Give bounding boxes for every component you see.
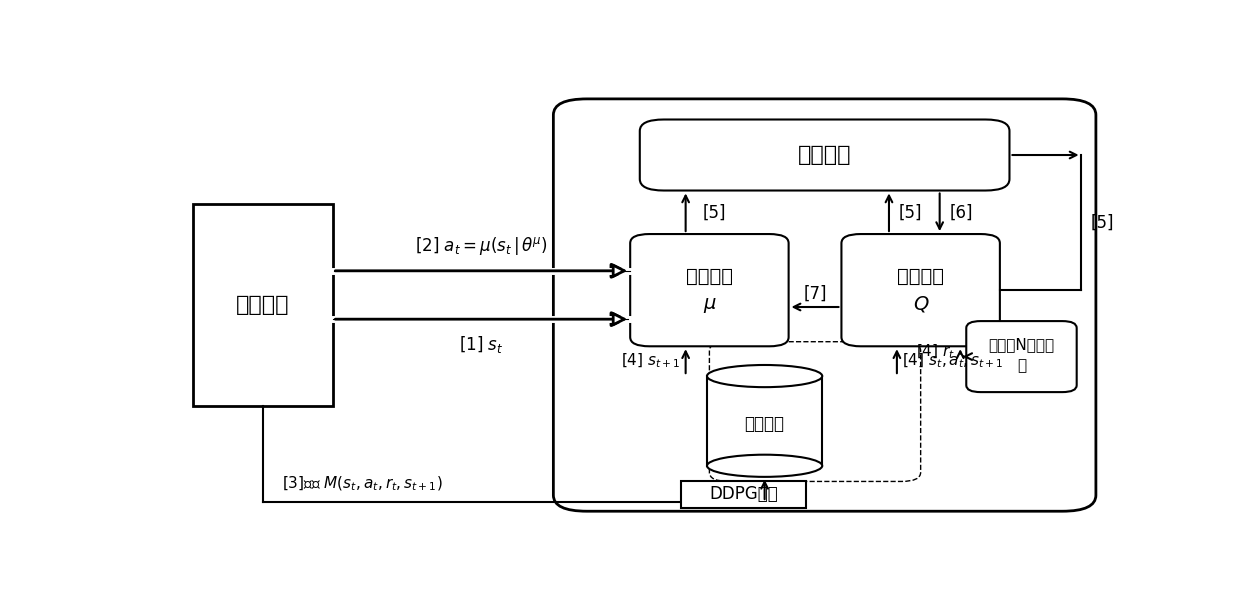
Ellipse shape [707,365,823,387]
Text: $[2]\ a_t = \mu(s_t\,|\,\theta^\mu)$: $[2]\ a_t = \mu(s_t\,|\,\theta^\mu)$ [415,234,548,256]
Text: 组: 组 [1017,358,1026,373]
Text: 小批量N元样本: 小批量N元样本 [989,337,1054,353]
FancyBboxPatch shape [639,120,1010,190]
Text: $[4]\ s_{t+1}$: $[4]\ s_{t+1}$ [621,352,681,370]
FancyBboxPatch shape [631,234,789,346]
Bar [681,481,805,508]
Text: 评价网络: 评价网络 [897,267,944,286]
Text: [5]: [5] [1092,214,1115,231]
Bar [193,204,332,406]
Text: [6]: [6] [949,203,973,221]
FancyBboxPatch shape [966,321,1077,392]
Text: 玻璃熔炉: 玻璃熔炉 [237,295,290,315]
Text: [5]: [5] [898,203,922,221]
Text: $[3]$存储 $M(s_t,a_t,r_t,s_{t+1})$: $[3]$存储 $M(s_t,a_t,r_t,s_{t+1})$ [282,475,442,493]
Text: [7]: [7] [803,284,826,302]
Text: [5]: [5] [703,203,726,221]
Text: $[4]\ s_t,a_t,s_{t+1}$: $[4]\ s_t,a_t,s_{t+1}$ [902,352,1004,370]
Bar [707,376,823,466]
FancyBboxPatch shape [841,234,1000,346]
Text: $[1]\ s_t$: $[1]\ s_t$ [460,334,503,355]
Text: $[4]\ r_t$: $[4]\ r_t$ [916,342,955,361]
Text: 记忆空间: 记忆空间 [745,415,784,433]
Text: DDPG算法: DDPG算法 [709,486,778,503]
FancyBboxPatch shape [554,99,1097,511]
Ellipse shape [707,455,823,477]
Text: 动作网络: 动作网络 [686,267,733,286]
Text: 损失函数: 损失函数 [798,145,851,165]
Text: μ: μ [704,295,716,314]
Text: Q: Q [913,295,928,314]
